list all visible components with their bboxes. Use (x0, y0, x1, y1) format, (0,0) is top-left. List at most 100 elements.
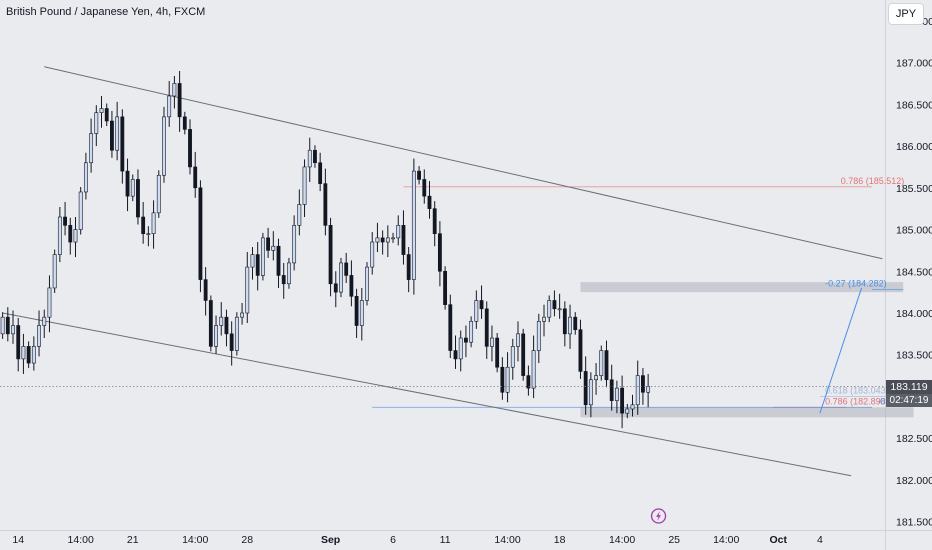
candle-up (557, 308, 562, 311)
y-tick-label: 182.500 (896, 433, 932, 445)
candle-down (562, 308, 567, 335)
y-tick-label: 185.000 (896, 225, 932, 237)
candle-up (630, 404, 635, 410)
y-tick-label: 182.000 (896, 475, 932, 487)
candle-down (313, 149, 317, 164)
candle-down (136, 179, 140, 218)
candle-down (63, 216, 67, 226)
candle-down (349, 275, 354, 297)
candle-down (68, 225, 73, 243)
candle-up (11, 325, 15, 335)
candle-up (391, 237, 395, 240)
candle-up (599, 350, 604, 376)
lightning-icon (656, 511, 662, 521)
candle-up (536, 321, 541, 351)
candle-up (167, 95, 172, 118)
x-tick-label: 4 (817, 534, 823, 546)
candle-down (5, 316, 10, 335)
candle-down (406, 254, 411, 280)
fib-level-label: 0.786 (182.898) (825, 396, 889, 406)
candle-up (260, 237, 265, 276)
candle-up (625, 408, 630, 414)
bar-countdown: 02:47:19 (886, 394, 932, 407)
candle-up (83, 162, 88, 193)
candle-up (99, 108, 104, 113)
x-tick-label: 21 (127, 534, 139, 546)
candle-up (172, 83, 177, 97)
candle-up (146, 233, 151, 236)
candle-up (78, 191, 83, 230)
candle-down (521, 333, 526, 376)
candle-up (635, 375, 640, 406)
y-tick-label: 181.500 (896, 517, 932, 529)
candle-down (641, 375, 645, 393)
candle-down (354, 295, 359, 326)
candle-up (490, 337, 494, 347)
candle-up (531, 350, 536, 389)
candle-down (104, 108, 109, 122)
candle-up (73, 229, 78, 243)
candle-up (458, 337, 463, 360)
candle-up (505, 366, 510, 393)
candle-up (271, 245, 276, 251)
currency-button[interactable]: JPY (888, 3, 924, 25)
candle-up (219, 316, 224, 326)
fib-level-label: 0.786 (185.512) (841, 176, 905, 186)
y-tick-label: 186.500 (896, 99, 932, 111)
candle-up (115, 116, 120, 151)
candle-down (453, 350, 458, 360)
candle-down (344, 262, 349, 276)
candle-down (266, 237, 271, 251)
candle-up (568, 316, 572, 335)
candle-down (177, 83, 182, 118)
candle-down (193, 166, 198, 189)
event-icon[interactable] (650, 508, 667, 524)
candle-up (359, 300, 364, 326)
candle-down (26, 346, 31, 364)
candle-up (646, 386, 651, 393)
candle-down (208, 300, 213, 347)
candle-down (620, 387, 625, 414)
candle-up (365, 266, 369, 301)
candle-down (203, 279, 208, 301)
candle-up (396, 225, 401, 239)
candle-up (94, 112, 99, 134)
y-tick-label: 184.000 (896, 308, 932, 320)
candle-down (578, 329, 583, 372)
candle-down (318, 162, 323, 184)
candle-down (198, 187, 203, 280)
candle-up (245, 266, 250, 314)
candle-up (297, 204, 302, 226)
candle-down (182, 116, 187, 130)
candle-up (411, 170, 416, 280)
candle-up (516, 333, 520, 347)
projection-line (819, 287, 863, 414)
candle-down (479, 300, 484, 310)
x-tick-label: 18 (554, 534, 566, 546)
candle-down (188, 129, 192, 168)
event-icon-circle (650, 508, 667, 524)
candle-up (47, 287, 52, 318)
candle-down (120, 116, 125, 172)
x-tick-label: Sep (321, 534, 340, 546)
x-tick-label: 28 (241, 534, 253, 546)
candle-down (255, 254, 260, 276)
candle-up (21, 346, 26, 360)
candle-down (276, 245, 281, 276)
candle-down (224, 316, 229, 335)
x-tick-label: 6 (390, 534, 396, 546)
candle-up (151, 212, 156, 235)
candle-up (375, 237, 380, 243)
x-tick-label: 14:00 (713, 534, 739, 546)
candle-up (89, 133, 94, 164)
y-tick-label: 187.000 (896, 58, 932, 70)
candle-down (583, 371, 588, 406)
x-tick-label: 14:00 (68, 534, 94, 546)
y-tick-label: 184.500 (896, 266, 932, 278)
supply-demand-zone (580, 282, 904, 293)
candle-up (214, 325, 218, 347)
candle-up (42, 316, 47, 326)
candle-down (417, 170, 421, 180)
y-tick-label: 183.500 (896, 350, 932, 362)
